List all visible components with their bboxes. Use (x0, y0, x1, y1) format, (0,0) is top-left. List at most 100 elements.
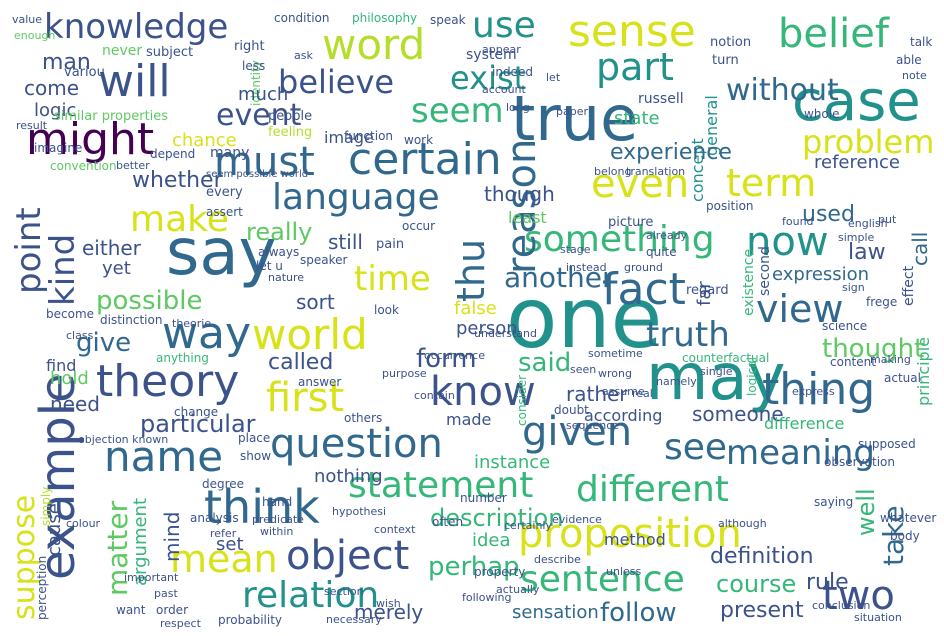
word: view (756, 287, 844, 331)
word: first (266, 375, 345, 421)
word: make (130, 199, 229, 240)
word: talk (910, 35, 933, 49)
word: rather (566, 382, 628, 406)
word: mean (170, 537, 278, 581)
word: proposition (518, 511, 742, 557)
word: others (344, 411, 383, 425)
word: well (852, 488, 880, 536)
word: single (700, 365, 733, 378)
word: image (324, 128, 374, 147)
word: possible (96, 286, 203, 316)
word: conclusion (812, 599, 871, 612)
word: occurrence (424, 349, 485, 362)
word: pain (376, 237, 405, 252)
word: either (82, 236, 141, 260)
word: another (504, 261, 614, 294)
word: degree (202, 477, 245, 491)
word: found (782, 215, 814, 228)
word: appear (482, 43, 521, 56)
word: relation (242, 575, 380, 616)
word: indeed (492, 65, 533, 79)
word: sequence (566, 419, 620, 432)
word: statement (348, 465, 534, 506)
word: class (66, 329, 94, 342)
word: less (242, 59, 266, 73)
word: thought (822, 334, 925, 364)
word: something (524, 219, 715, 260)
word: given (522, 409, 633, 455)
word: event (216, 98, 302, 133)
word: often (432, 515, 464, 529)
word: variou (64, 65, 105, 80)
word: frege (866, 295, 898, 309)
word: speaker (300, 253, 348, 267)
word: truth (646, 315, 730, 355)
word: called (268, 350, 334, 375)
word: believe (278, 63, 395, 101)
word: seen (570, 363, 597, 376)
word: must (214, 139, 315, 185)
word: give (76, 328, 132, 358)
word: stage (560, 243, 591, 256)
word: seem possible world (206, 169, 309, 180)
word: yet (102, 258, 131, 279)
word: section (324, 585, 364, 598)
word: hold (50, 368, 89, 389)
word: might (26, 114, 155, 165)
word: part (596, 45, 674, 89)
word: perception (35, 555, 49, 620)
word: question (270, 421, 443, 467)
word: able (896, 53, 922, 67)
word: distinction (100, 313, 163, 327)
word: evidence (552, 513, 602, 526)
word: difference (764, 414, 845, 433)
word: much (238, 84, 289, 105)
word: second (757, 246, 773, 296)
word: two (822, 573, 895, 619)
word: definition (710, 544, 814, 569)
word: course (716, 570, 797, 598)
word: want (116, 603, 146, 617)
word: different (576, 469, 729, 510)
word: expression (772, 264, 870, 285)
word: become (46, 307, 95, 321)
word: change (174, 405, 219, 419)
word: feeling (268, 125, 313, 140)
word: real (632, 387, 653, 400)
word: fact (602, 264, 686, 315)
word: order (156, 603, 188, 617)
word: past (154, 587, 178, 600)
word: find (46, 356, 77, 375)
word: express (792, 385, 835, 398)
word: sometime (588, 347, 643, 360)
word: kind (43, 233, 83, 306)
word: philosophy (352, 11, 418, 25)
word: supposed (858, 437, 916, 451)
word: reason (499, 138, 545, 274)
word: condition (274, 11, 330, 25)
word: subject (146, 45, 194, 60)
word: state (614, 108, 660, 129)
word: theorie (172, 317, 212, 330)
word: know (430, 369, 536, 415)
word: number (460, 491, 507, 505)
word: simple (838, 231, 875, 244)
word: respect (160, 617, 201, 630)
word: even (591, 161, 690, 207)
word: need (50, 392, 100, 416)
word: someone (692, 402, 784, 426)
word: nature (268, 271, 305, 284)
word: notion (710, 35, 752, 50)
word: objection known (78, 433, 169, 446)
word: counterfactual (682, 351, 770, 365)
word: people (268, 109, 313, 124)
word: look (374, 303, 399, 317)
word: although (718, 517, 767, 530)
word: many (210, 145, 250, 161)
word-cloud: one say may true case might will sense w… (6, 6, 937, 630)
word: time (354, 259, 431, 299)
word: situation (854, 611, 902, 624)
word: system (466, 47, 517, 63)
word: content (830, 355, 876, 369)
